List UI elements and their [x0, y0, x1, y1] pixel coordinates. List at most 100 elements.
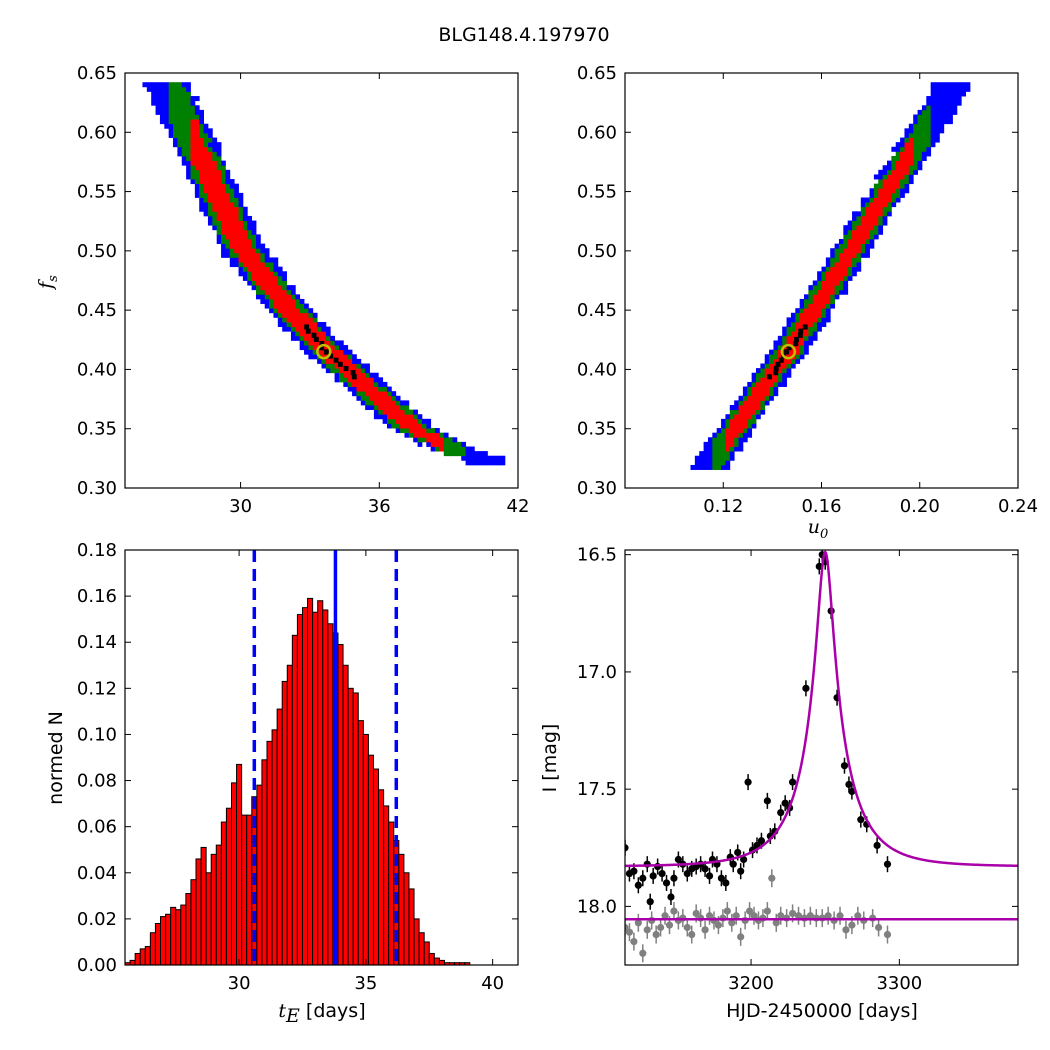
heat-cell-green: [404, 405, 410, 411]
heat-cell-red: [747, 400, 753, 406]
heat-cell-red: [212, 197, 218, 203]
y-tick-label: 0.35: [77, 419, 117, 440]
histogram-bar: [362, 733, 369, 965]
heat-cell-blue: [382, 418, 388, 424]
heat-cell-blue: [465, 451, 471, 457]
heat-cell-blue: [904, 132, 910, 138]
heat-cell-red: [207, 192, 213, 198]
heat-cell-blue: [843, 229, 849, 235]
heat-cell-green: [860, 211, 866, 217]
heat-cell-red: [904, 165, 910, 171]
residual-point: [714, 921, 723, 929]
heat-cell-red: [887, 192, 892, 198]
heat-cell-red: [838, 252, 844, 258]
heat-cell-red: [821, 294, 827, 300]
heat-cell-blue: [373, 414, 379, 420]
heat-cell-red: [843, 266, 849, 272]
heat-cell-red: [373, 386, 379, 392]
data-point: [649, 872, 657, 880]
heat-cell-red: [207, 156, 213, 162]
heat-cell-blue: [247, 280, 253, 286]
heat-cell-blue: [891, 146, 897, 152]
heat-cell-red: [804, 331, 809, 337]
histogram-bar: [246, 814, 253, 965]
heat-cell-red: [234, 229, 239, 235]
x-tick-label: 0.16: [801, 496, 841, 517]
heat-cell-blue: [500, 460, 506, 466]
heat-cell-blue: [343, 349, 349, 355]
data-point: [646, 898, 654, 906]
heat-cell-red: [234, 243, 239, 249]
heat-cell-red: [352, 381, 357, 387]
heat-cell-blue: [430, 446, 436, 452]
heat-cell-green: [330, 363, 335, 369]
heat-cell-green: [181, 132, 187, 138]
heat-cell-green: [891, 165, 897, 171]
residual-point: [630, 937, 638, 946]
heat-cell-red: [277, 289, 283, 295]
heat-cell-green: [212, 215, 218, 221]
heat-cell-blue: [199, 206, 204, 212]
heat-cell-red: [234, 225, 239, 231]
heat-cell-green: [913, 142, 918, 148]
heat-cell-green: [913, 160, 918, 166]
u0-fs-axes-frame: [624, 72, 1019, 489]
heat-cell-green: [926, 109, 932, 115]
heat-cell-red: [207, 160, 213, 166]
heat-cell-green: [216, 220, 222, 226]
heat-cell-green: [725, 423, 731, 429]
heat-cell-green: [895, 156, 901, 162]
heat-cell-blue: [496, 455, 501, 461]
heat-cell-green: [343, 377, 349, 383]
heat-cell-blue: [203, 206, 209, 212]
heat-cell-red: [852, 229, 857, 235]
heat-cell-red: [256, 262, 261, 268]
heat-cell-red: [352, 377, 357, 383]
heat-cell-green: [273, 271, 279, 277]
heat-cell-blue: [900, 142, 905, 148]
panel-tE-fs: 30 36 420.300.350.400.450.500.550.600.65 f…: [35, 63, 529, 517]
heat-cell-blue: [887, 160, 892, 166]
y-tick-label: 0.14: [77, 632, 117, 653]
heat-cell-green: [408, 409, 414, 415]
heat-cell-blue: [817, 275, 822, 281]
heat-cell-red: [365, 381, 370, 387]
histogram-bar: [190, 879, 197, 965]
heat-cell-green: [817, 285, 822, 291]
heat-cell-red: [847, 239, 853, 245]
heat-cell-green: [186, 114, 191, 120]
heat-cell-blue: [242, 211, 248, 217]
heat-cell-red: [304, 317, 309, 323]
heat-cell-green: [260, 252, 266, 258]
heat-cell-red: [190, 160, 196, 166]
heat-cell-blue: [703, 460, 709, 466]
heat-cell-blue: [286, 285, 292, 291]
heat-cell-blue: [734, 446, 739, 452]
heat-cell-green: [860, 248, 866, 254]
heat-cell-blue: [961, 86, 966, 92]
heat-cell-blue: [948, 109, 953, 115]
heat-cell-blue: [804, 345, 809, 351]
heat-cell-green: [186, 96, 191, 102]
heat-cell-red: [404, 423, 410, 429]
heat-cell-green: [725, 455, 731, 461]
heat-cell-red: [207, 165, 213, 171]
heat-cell-red: [795, 345, 801, 351]
heat-cell-green: [921, 128, 927, 134]
heat-cell-red: [207, 183, 213, 189]
heat-cell-blue: [930, 137, 936, 143]
heat-cell-green: [194, 169, 200, 175]
heat-cell-red: [212, 169, 218, 175]
data-point: [639, 874, 647, 882]
histogram-bar: [438, 959, 445, 965]
heat-cell-blue: [721, 423, 726, 429]
heat-cell-green: [821, 271, 827, 277]
heat-cell-green: [751, 414, 757, 420]
heat-cell-blue: [838, 239, 844, 245]
heat-cell-green: [847, 266, 853, 272]
heat-cell-green: [443, 437, 449, 443]
heat-cell-blue: [155, 105, 161, 111]
heat-cell-blue: [817, 322, 822, 328]
heat-cell-green: [448, 437, 453, 443]
